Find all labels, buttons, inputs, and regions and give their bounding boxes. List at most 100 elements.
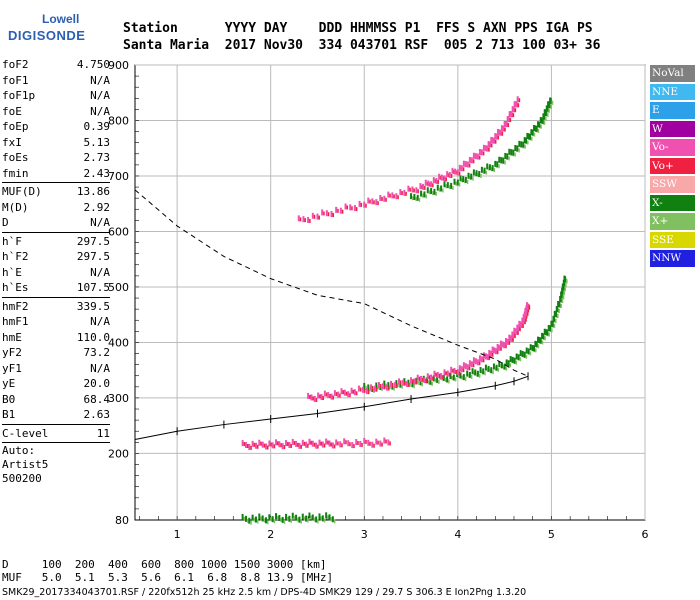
echo-mark: [295, 440, 298, 447]
echo-mark: [462, 176, 465, 183]
echo-mark: [436, 184, 439, 191]
echo-mark: [503, 363, 506, 370]
y-tick-label: 700: [108, 170, 129, 183]
echo-mark: [472, 176, 474, 181]
echo-mark: [337, 441, 339, 446]
echo-mark: [474, 358, 477, 365]
echo-mark: [474, 153, 477, 160]
echo-mark: [379, 194, 382, 201]
echo-mark: [251, 514, 254, 521]
auto-line2: Artist5: [2, 458, 49, 471]
echo-mark: [363, 388, 366, 393]
echo-mark: [488, 141, 491, 148]
echo-mark: [514, 152, 516, 157]
echo-mark: [385, 384, 388, 391]
auto-scaling-info: Auto: Artist5 500200: [2, 444, 110, 486]
echo-mark: [546, 329, 549, 336]
echo-mark: [549, 325, 552, 332]
echo-mark: [486, 145, 489, 152]
echo-mark: [315, 442, 318, 449]
echo-mark: [442, 188, 444, 193]
echo-mark: [511, 356, 514, 363]
echo-mark: [411, 186, 414, 193]
y-tick-label: 500: [108, 281, 129, 294]
echo-mark: [313, 442, 316, 447]
param-value: 297.5: [76, 234, 110, 248]
echo-mark: [315, 397, 318, 402]
x-tick-label: 5: [548, 528, 555, 541]
echo-mark: [535, 125, 538, 132]
echo-mark: [526, 314, 528, 319]
echo-mark: [440, 185, 443, 192]
echo-mark: [494, 348, 497, 355]
auto-line1: Auto:: [2, 444, 36, 457]
legend-item-nne: NNE: [650, 83, 695, 100]
echo-mark: [540, 124, 542, 129]
echo-mark: [450, 182, 453, 189]
y-tick-label: 200: [108, 447, 129, 460]
echo-mark: [387, 191, 390, 198]
echo-mark: [403, 378, 406, 385]
echo-mark: [550, 105, 552, 110]
legend-item-noval: NoVal: [650, 65, 695, 82]
echo-mark: [490, 143, 493, 148]
echo-mark: [403, 189, 406, 196]
echo-mark: [275, 439, 278, 446]
echo-mark: [566, 279, 568, 284]
echo-mark: [328, 440, 331, 447]
echo-mark: [298, 516, 301, 523]
param-name: fmin: [2, 166, 29, 180]
echo-mark: [537, 344, 540, 349]
echo-mark: [285, 513, 288, 520]
param-group-4: hmF2 339.5 hmF1 N/A hmE 110.0 yF2 73.2 yF1 N/A yE 2…: [2, 299, 110, 423]
echo-mark: [512, 332, 515, 339]
echo-mark: [537, 336, 540, 343]
param-row-hf: h`F 297.5: [2, 234, 110, 250]
echo-mark: [479, 367, 482, 374]
y-tick-label: 300: [108, 392, 129, 405]
echo-mark: [494, 133, 497, 140]
echo-mark: [538, 121, 541, 128]
echo-mark: [365, 385, 367, 390]
echo-mark: [474, 369, 477, 376]
echo-mark: [445, 371, 447, 376]
echo-mark: [497, 367, 500, 372]
echo-mark: [307, 392, 310, 399]
echo-mark: [308, 512, 311, 519]
echo-mark: [377, 201, 379, 206]
echo-mark: [545, 329, 548, 336]
echo-mark: [459, 372, 462, 379]
echo-mark: [523, 315, 526, 322]
echo-mark: [365, 203, 367, 208]
echo-mark: [446, 182, 449, 189]
echo-mark: [555, 310, 558, 317]
echo-mark: [355, 207, 358, 212]
param-row-fof2: foF2 4.750: [2, 57, 110, 73]
echo-mark: [246, 518, 249, 523]
echo-mark: [510, 149, 513, 156]
echo-mark: [504, 160, 506, 165]
echo-mark: [343, 389, 346, 396]
param-name: foEp: [2, 120, 29, 133]
x-tick-label: 6: [642, 528, 649, 541]
echo-mark: [493, 168, 496, 173]
echo-mark: [452, 368, 454, 373]
echo-mark: [267, 520, 269, 525]
echo-mark: [318, 215, 320, 220]
echo-mark: [387, 386, 390, 391]
echo-mark: [480, 174, 482, 179]
echo-mark: [399, 189, 402, 196]
echo-mark: [451, 167, 454, 174]
echo-mark: [504, 152, 507, 159]
echo-mark: [416, 374, 419, 381]
echo-mark: [280, 443, 282, 448]
param-value: 68.4: [83, 392, 111, 406]
echo-mark: [350, 387, 353, 394]
echo-mark: [497, 135, 500, 140]
distance-row: D 100 200 400 600 800 1000 1500 3000 [km…: [2, 558, 327, 571]
param-value: N/A: [90, 89, 110, 102]
echo-mark: [555, 318, 557, 323]
plot-area: [134, 64, 646, 521]
echo-mark: [454, 168, 457, 175]
